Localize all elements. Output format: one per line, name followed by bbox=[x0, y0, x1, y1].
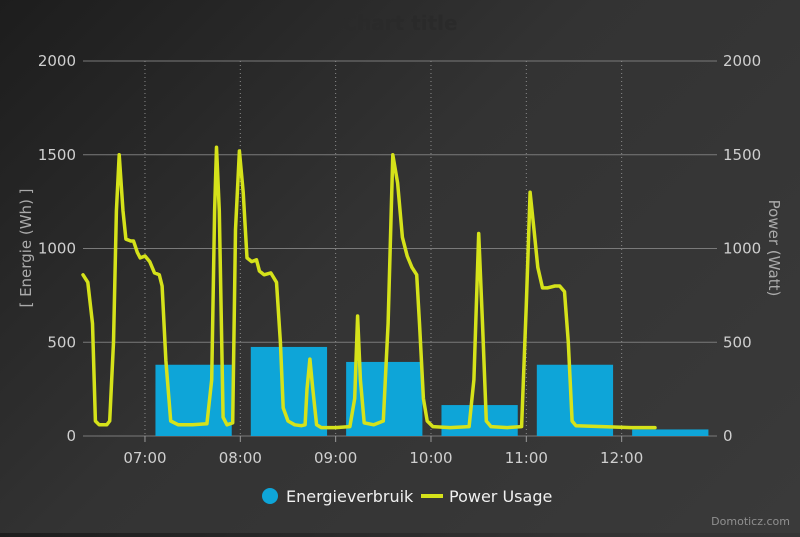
x-tick-label: 08:00 bbox=[219, 449, 262, 467]
left-tick-label: 1500 bbox=[38, 146, 76, 164]
legend-line-marker bbox=[421, 494, 443, 498]
right-axis-ticks: 0 500 1000 1500 2000 bbox=[723, 52, 761, 445]
x-tick-label: 10:00 bbox=[409, 449, 452, 467]
right-tick-label: 2000 bbox=[723, 52, 761, 70]
left-tick-label: 1000 bbox=[38, 240, 76, 258]
left-tick-label: 2000 bbox=[38, 52, 76, 70]
x-tick-label: 09:00 bbox=[314, 449, 357, 467]
right-axis-title: Power (Watt) bbox=[765, 200, 783, 297]
left-axis-title: [ Energie (Wh) ] bbox=[17, 188, 35, 307]
left-axis-ticks: 0 500 1000 1500 2000 bbox=[38, 52, 76, 445]
right-tick-label: 1500 bbox=[723, 146, 761, 164]
legend-label-energieverbruik: Energieverbruik bbox=[286, 487, 414, 506]
legend-item-power-usage[interactable]: Power Usage bbox=[421, 487, 552, 506]
chart-title: Chart title bbox=[342, 11, 457, 35]
x-tick-label: 07:00 bbox=[123, 449, 166, 467]
energy-bar bbox=[632, 429, 709, 436]
legend[interactable]: Energieverbruik Power Usage bbox=[262, 487, 552, 506]
right-tick-label: 1000 bbox=[723, 240, 761, 258]
right-tick-label: 500 bbox=[723, 333, 752, 351]
energy-bar bbox=[441, 405, 518, 436]
legend-bar-marker bbox=[262, 488, 278, 504]
x-axis-ticks: 07:00 08:00 09:00 10:00 11:00 12:00 bbox=[123, 449, 643, 467]
legend-label-power-usage: Power Usage bbox=[449, 487, 552, 506]
x-tick-label: 11:00 bbox=[505, 449, 548, 467]
left-tick-label: 0 bbox=[66, 427, 76, 445]
right-tick-label: 0 bbox=[723, 427, 733, 445]
power-usage-line bbox=[81, 145, 657, 430]
legend-item-energieverbruik[interactable]: Energieverbruik bbox=[262, 487, 414, 506]
power-line-series bbox=[81, 145, 657, 430]
left-tick-label: 500 bbox=[47, 333, 76, 351]
credits-link[interactable]: Domoticz.com bbox=[711, 515, 790, 528]
energy-bars bbox=[155, 346, 709, 436]
x-tick-label: 12:00 bbox=[600, 449, 643, 467]
vertical-gridlines bbox=[144, 61, 623, 442]
